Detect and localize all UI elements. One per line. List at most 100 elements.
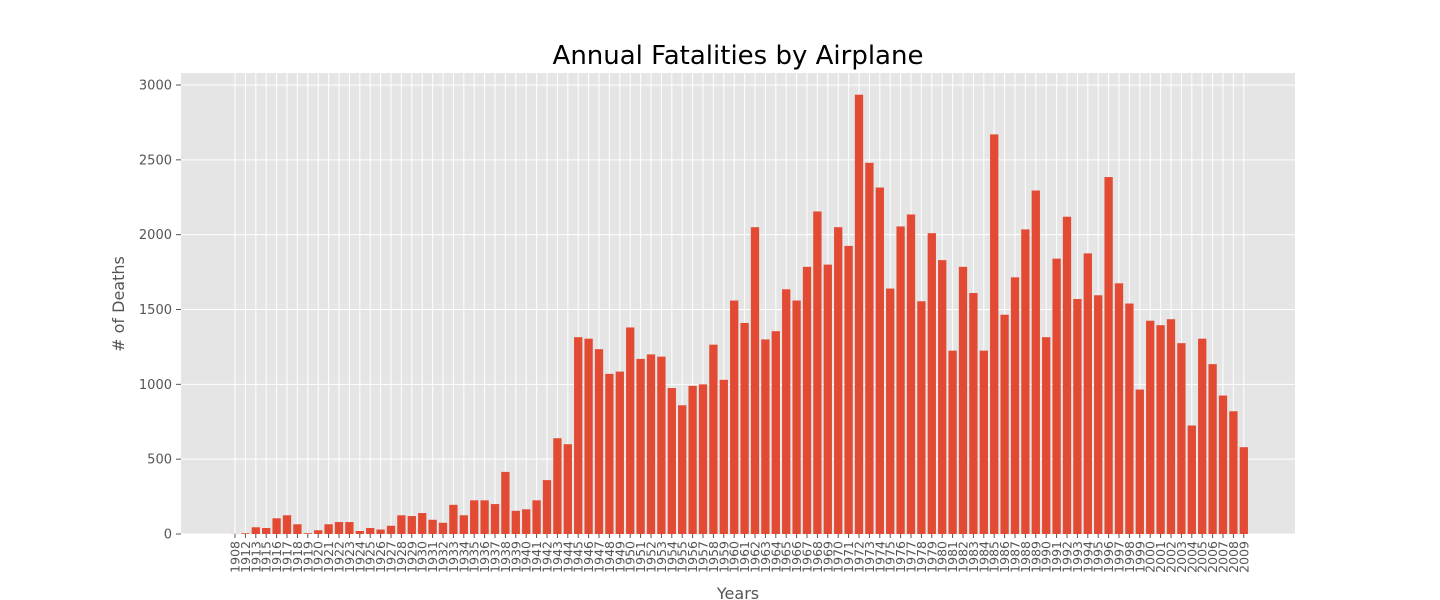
x-tick-label: 1920 (311, 541, 326, 573)
x-tick-label: 1976 (893, 541, 908, 573)
bar-1955 (678, 405, 687, 534)
x-tick-label: 1956 (685, 541, 700, 573)
bar-1987 (1010, 277, 1020, 534)
bar-2000 (1146, 320, 1155, 534)
bar-1998 (1125, 303, 1134, 534)
bar-1973 (865, 162, 874, 534)
y-axis-label: # of Deaths (109, 256, 128, 352)
bar-1979 (927, 233, 936, 535)
bar-1938 (501, 471, 510, 534)
bar-1922 (334, 522, 344, 534)
bar-1944 (563, 444, 572, 534)
x-tick-label: 1964 (768, 541, 783, 573)
x-axis-ticks: 1908191219131915191619171918191919201921… (228, 534, 1251, 573)
x-tick-label: 1966 (789, 541, 804, 573)
x-tick-label: 1953 (654, 541, 669, 573)
x-tick-label: 1916 (269, 541, 284, 573)
bar-2008 (1229, 411, 1238, 534)
bar-1936 (480, 500, 489, 534)
bar-1930 (418, 513, 427, 534)
bar-1999 (1135, 389, 1144, 534)
x-tick-label: 1958 (706, 541, 721, 573)
bar-1972 (854, 94, 864, 534)
x-tick-label: 1908 (228, 541, 243, 573)
bar-1994 (1083, 253, 1092, 534)
bar-1983 (969, 293, 978, 534)
bar-1919 (303, 533, 312, 534)
bar-1926 (376, 529, 385, 534)
bar-1963 (761, 339, 770, 534)
bar-1974 (875, 187, 884, 534)
x-axis-label: Years (716, 584, 759, 600)
bar-2009 (1239, 447, 1248, 534)
x-tick-label: 1967 (800, 541, 815, 573)
y-tick-label: 2500 (139, 153, 172, 168)
bar-1956 (688, 385, 697, 534)
bar-1967 (802, 266, 812, 534)
bar-1989 (1031, 190, 1040, 534)
bar-1981 (948, 350, 957, 534)
x-tick-label: 1931 (425, 541, 440, 573)
bar-1933 (449, 504, 458, 534)
y-tick-label: 500 (147, 453, 172, 468)
bar-1969 (823, 264, 832, 534)
bar-1932 (438, 522, 448, 534)
x-tick-label: 1947 (592, 541, 607, 573)
x-tick-label: 1915 (259, 541, 274, 573)
bar-1971 (844, 245, 853, 534)
x-tick-label: 2004 (1184, 541, 1199, 573)
bar-1916 (272, 518, 281, 534)
x-tick-label: 1921 (321, 541, 336, 573)
x-tick-label: 1977 (904, 541, 919, 573)
bar-1996 (1104, 177, 1113, 535)
x-tick-label: 1991 (1049, 541, 1064, 573)
x-tick-label: 1957 (696, 541, 711, 573)
x-tick-label: 1928 (394, 541, 409, 573)
x-tick-label: 1998 (1122, 541, 1137, 573)
x-tick-label: 2003 (1174, 541, 1189, 573)
bar-2001 (1156, 325, 1165, 534)
bar-2006 (1208, 364, 1217, 534)
x-tick-label: 1995 (1091, 541, 1106, 573)
bar-1993 (1073, 299, 1082, 534)
x-tick-label: 2007 (1216, 541, 1231, 573)
x-tick-label: 1982 (956, 541, 971, 573)
bar-1991 (1052, 258, 1061, 534)
bar-1931 (428, 519, 437, 534)
bar-1986 (1000, 314, 1009, 534)
x-tick-label: 1925 (363, 541, 378, 573)
x-tick-label: 1934 (456, 541, 471, 573)
x-tick-label: 1940 (519, 541, 534, 573)
x-tick-label: 1912 (238, 541, 253, 573)
bar-1943 (553, 438, 562, 534)
bar-1941 (532, 500, 541, 534)
bar-1946 (584, 338, 593, 534)
x-tick-label: 1929 (404, 541, 419, 573)
bar-1951 (636, 358, 645, 534)
bar-1982 (958, 266, 968, 534)
x-tick-label: 2000 (1143, 541, 1158, 573)
bar-1958 (709, 344, 718, 534)
x-tick-label: 1987 (1008, 541, 1023, 573)
bar-1962 (750, 227, 760, 534)
y-tick-label: 1500 (139, 303, 172, 318)
x-tick-label: 1932 (436, 541, 451, 573)
x-tick-label: 1943 (550, 541, 565, 573)
bar-1992 (1062, 216, 1072, 534)
x-tick-label: 1918 (290, 541, 305, 573)
bar-1934 (459, 515, 468, 534)
x-tick-label: 1942 (540, 541, 555, 573)
bar-1929 (407, 516, 416, 534)
x-tick-label: 1997 (1112, 541, 1127, 573)
x-tick-label: 1959 (716, 541, 731, 573)
x-tick-label: 1954 (664, 541, 679, 573)
bar-1984 (979, 350, 988, 534)
bar-1948 (605, 373, 614, 534)
bar-1912 (241, 533, 250, 534)
x-tick-label: 1989 (1028, 541, 1043, 573)
x-tick-label: 1975 (883, 541, 898, 573)
bar-1957 (698, 384, 708, 534)
bar-1968 (813, 211, 822, 535)
x-tick-label: 1972 (852, 541, 867, 573)
bar-1945 (574, 337, 583, 534)
